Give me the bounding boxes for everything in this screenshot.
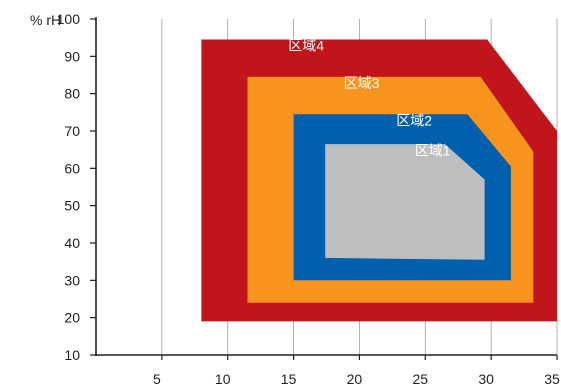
axes [90, 17, 558, 360]
x-tick-label: 30 [478, 371, 494, 387]
y-axis-label: % rH [30, 12, 61, 28]
x-tick-label: 10 [215, 371, 231, 387]
y-tick-label: 70 [64, 123, 80, 139]
x-tick-label: 15 [281, 371, 297, 387]
y-tick-label: 60 [64, 160, 80, 176]
y-tick-label: 80 [64, 86, 80, 102]
zone-labels: 区域4 区域3 区域2 区域1 [288, 38, 450, 159]
x-tick-label: 5 [153, 371, 161, 387]
y-tick-label: 40 [64, 235, 80, 251]
x-tick-label: 35 [544, 371, 560, 387]
y-tick-label: 30 [64, 272, 80, 288]
zone-areas [201, 39, 557, 322]
x-tick-label: 25 [412, 371, 428, 387]
y-tick-label: 50 [64, 198, 80, 214]
zone-label: 区域1 [415, 142, 451, 158]
zone-label: 区域4 [288, 38, 324, 54]
y-tick-label: 10 [64, 347, 80, 363]
tick-labels: 10 20 30 40 50 60 70 80 90 100 5 10 15 20 25 30 35 [57, 11, 560, 387]
zone-label: 区域3 [344, 75, 380, 91]
y-tick-label: 100 [57, 11, 81, 27]
zone-label: 区域2 [396, 112, 432, 128]
y-tick-label: 90 [64, 48, 80, 64]
y-tick-label: 20 [64, 310, 80, 326]
x-tick-label: 20 [347, 371, 363, 387]
zone-area [325, 144, 485, 260]
